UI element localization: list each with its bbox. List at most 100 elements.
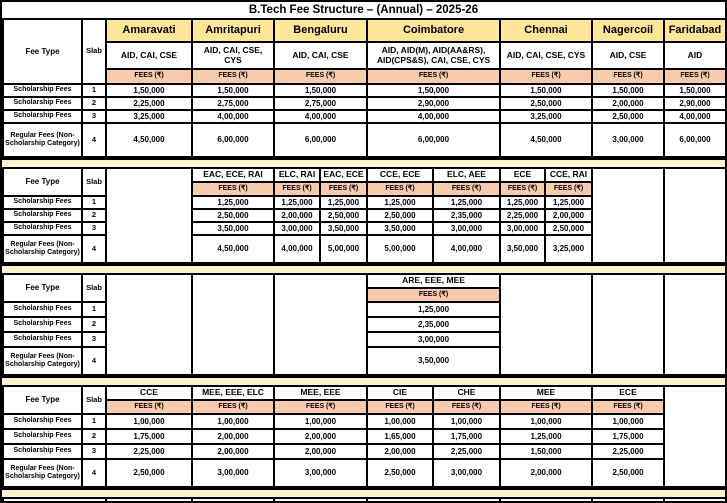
fee-value: 1,50,000 <box>105 83 193 98</box>
caution-deposit-label: College Caution Deposit (One Time) <box>2 497 107 501</box>
slab-value: 4 <box>81 122 107 158</box>
fee-value: 1,25,000 <box>191 195 275 210</box>
fee-value: 6,00,000 <box>366 122 501 158</box>
fee-value: 3,00,000 <box>591 122 665 158</box>
fee-value: 2,00,000 <box>544 208 593 223</box>
fee-value: 3,00,000 <box>432 221 501 236</box>
campus-header-amaravati: Amaravati <box>105 18 193 43</box>
slab-value: 2 <box>81 208 107 223</box>
table-row: Regular Fees (Non- Scholarship Category)… <box>2 122 725 158</box>
table-row: Scholarship Fees 3 3,50,000 3,00,000 3,5… <box>2 221 725 236</box>
fees-header: FEES (₹) <box>191 181 275 197</box>
fee-value: 1,25,000 <box>365 301 502 318</box>
caution-deposit-table: College Caution Deposit (One Time) ₹ 100… <box>2 497 725 501</box>
section-divider <box>2 376 725 385</box>
fee-type-label: Scholarship Fees <box>2 301 83 318</box>
slab-value: 4 <box>81 346 107 376</box>
fee-value: 4,00,000 <box>273 234 321 264</box>
fee-table-block4: Fee Type Slab CCE MEE, EEE, ELC MEE, EEE… <box>2 385 725 488</box>
fee-table-block3: Fee Type Slab ARE, EEE, MEE FEES (₹) Sch… <box>2 273 725 376</box>
fees-header: FEES (₹) <box>663 68 725 85</box>
program-cell: AID, CAI, CSE <box>105 41 193 70</box>
slab-value: 1 <box>81 301 107 318</box>
program-cell: CCE, ECE <box>366 167 434 183</box>
fee-value: 1,00,000 <box>105 413 193 430</box>
fee-type-label: Regular Fees (Non- Scholarship Category) <box>2 346 83 376</box>
fees-header: FEES (₹) <box>105 399 193 415</box>
slab-value: 4 <box>81 458 107 488</box>
caution-value: ₹ 10000/- <box>272 497 369 501</box>
fee-value: 1,25,000 <box>498 428 594 445</box>
fee-table-block2: Fee Type Slab EAC, ECE, RAI ELC, RAI EAC… <box>2 167 725 264</box>
fee-value: 4,00,000 <box>273 109 368 124</box>
table-row: Scholarship Fees 3 2,25,000 2,00,000 2,0… <box>2 443 725 460</box>
slab-value: 3 <box>81 221 107 236</box>
fee-value: 5,00,000 <box>366 234 434 264</box>
empty-cell-chennai <box>499 273 594 376</box>
campus-header-row: Fee Type Slab Amaravati Amritapuri Benga… <box>2 18 725 85</box>
fee-value: 3,25,000 <box>105 109 193 124</box>
fee-type-header: Fee Type <box>2 385 83 415</box>
program-cell: CIE <box>366 385 434 401</box>
fee-value: 2,25,000 <box>105 443 193 460</box>
table-row: Scholarship Fees 3 3,25,000 4,00,000 4,0… <box>2 109 725 124</box>
fee-value: 1,50,000 <box>591 83 665 98</box>
fee-value: 2,25,000 <box>432 443 501 460</box>
slab-value: 2 <box>81 316 107 333</box>
fee-value: 1,50,000 <box>499 83 593 98</box>
table-row: Scholarship Fees 2 2,50,000 2,00,000 2,5… <box>2 208 725 223</box>
program-cell: MEE, EEE <box>273 385 368 401</box>
fee-type-label: Scholarship Fees <box>2 331 83 348</box>
fees-header: FEES (₹) <box>591 399 666 415</box>
program-cell: ECE <box>591 385 666 401</box>
fee-value: 6,00,000 <box>191 122 275 158</box>
fee-value: 2,00,000 <box>273 428 368 445</box>
slab-value: 3 <box>81 443 107 460</box>
program-header-row: Fee Type Slab EAC, ECE, RAI ELC, RAI EAC… <box>2 167 725 264</box>
campus-header-coimbatore: Coimbatore <box>366 18 501 43</box>
fee-value: 4,50,000 <box>191 234 275 264</box>
program-cell: AID, CAI, CSE, CYS <box>191 41 275 70</box>
fee-value: 2,75,000 <box>191 96 275 111</box>
program-header-row: Fee Type Slab CCE MEE, EEE, ELC MEE, EEE… <box>2 385 725 488</box>
fee-value: 1,25,000 <box>432 195 501 210</box>
fee-value: 2,75,000 <box>273 96 368 111</box>
fee-value: 1,00,000 <box>498 413 594 430</box>
caution-value: ₹ 10000/- <box>663 497 725 501</box>
empty-cell-faridabad <box>663 273 725 376</box>
program-cell: ELC, RAI <box>273 167 321 183</box>
fee-value: 3,50,000 <box>365 346 502 376</box>
fee-value: 1,25,000 <box>319 195 368 210</box>
fees-header: FEES (₹) <box>498 399 594 415</box>
fee-type-label: Scholarship Fees <box>2 221 83 236</box>
fee-value: 3,00,000 <box>499 221 546 236</box>
empty-cell-nagercoil <box>591 167 665 264</box>
fee-value: 1,00,000 <box>273 413 368 430</box>
campus-header-faridabad: Faridabad <box>663 18 725 43</box>
caution-value: ₹ 10000/- <box>191 497 275 501</box>
slab-header: Slab <box>81 273 107 303</box>
fee-value: 2,50,000 <box>591 458 666 488</box>
empty-cell-nagercoil <box>591 273 666 376</box>
table-row: Scholarship Fees 1 1,00,000 1,00,000 1,0… <box>2 413 725 430</box>
program-cell: MEE <box>498 385 594 401</box>
fee-type-label: Scholarship Fees <box>2 83 83 98</box>
fees-header: FEES (₹) <box>432 399 501 415</box>
table-row: Scholarship Fees 2 2,25,000 2,75,000 2,7… <box>2 96 725 111</box>
slab-value: 3 <box>81 331 107 348</box>
fee-value: 1,75,000 <box>105 428 193 445</box>
program-cell: ELC, AEE <box>432 167 501 183</box>
fees-header: FEES (₹) <box>273 181 321 197</box>
fee-value: 3,00,000 <box>191 458 275 488</box>
fee-value: 2,50,000 <box>319 208 368 223</box>
fee-value: 6,00,000 <box>273 122 368 158</box>
fee-value: 2,50,000 <box>499 96 593 111</box>
fee-value: 1,75,000 <box>591 428 666 445</box>
fee-value: 2,50,000 <box>591 109 665 124</box>
fees-header: FEES (₹) <box>273 68 368 85</box>
fee-value: 1,00,000 <box>191 413 275 430</box>
table-row: Regular Fees (Non- Scholarship Category)… <box>2 234 725 264</box>
caution-value: ₹ 10000/- <box>499 497 594 501</box>
fee-type-label: Scholarship Fees <box>2 208 83 223</box>
table-row: Regular Fees (Non- Scholarship Category)… <box>2 346 725 376</box>
